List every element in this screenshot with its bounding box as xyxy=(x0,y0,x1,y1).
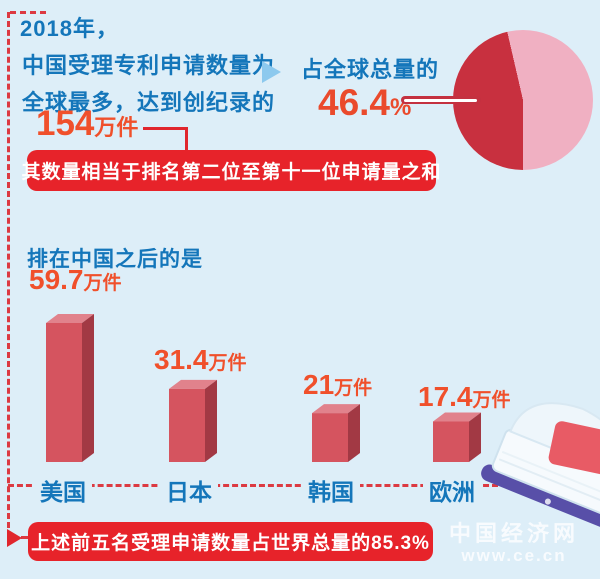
bar-欧洲 xyxy=(433,412,481,422)
intro-line-2: 中国受理专利申请数量为 xyxy=(22,53,276,78)
dashed-guide-top xyxy=(10,11,46,14)
bar-value-number: 59.7 xyxy=(29,264,84,295)
pointer-triangle-icon xyxy=(262,61,281,83)
bar-label-usa: 美国 xyxy=(34,473,92,507)
bar-韩国 xyxy=(312,404,360,414)
bar-日本 xyxy=(205,379,217,462)
bar-value-unit: 万件 xyxy=(334,378,373,399)
bar-韩国 xyxy=(312,413,348,462)
pie-callout-core xyxy=(404,98,477,102)
bar-label-europe: 欧洲 xyxy=(423,473,481,507)
bottom-banner: 上述前五名受理申请数量占世界总量的85.3% xyxy=(28,522,433,561)
pie-callout-line xyxy=(401,96,481,104)
bar-value-unit: 万件 xyxy=(83,273,122,294)
headline-unit: 万件 xyxy=(94,115,139,140)
bar-label-korea: 韩国 xyxy=(302,473,360,507)
section2-heading: 排在中国之后的是 xyxy=(27,248,203,271)
top-banner: 其数量相当于排名第二位至第十一位申请量之和 xyxy=(22,150,441,191)
arrow-right-icon xyxy=(7,529,22,547)
dashed-guide-arrow xyxy=(21,536,31,539)
headline-number: 154 xyxy=(36,104,95,143)
bar-value-unit: 万件 xyxy=(472,390,511,411)
bar-value-usa: 59.7万件 xyxy=(29,264,122,296)
intro-line-3: 全球最多，达到创纪录的 xyxy=(22,90,276,115)
bar-value-japan: 31.4万件 xyxy=(154,344,247,376)
bar-value-number: 21 xyxy=(303,369,335,400)
books-illustration-icon xyxy=(481,402,600,532)
intro-line-1: 2018年， xyxy=(20,16,119,41)
watermark-name: 中国经济网 xyxy=(448,521,579,546)
bar-韩国 xyxy=(348,404,360,462)
dashed-guide-left xyxy=(7,12,10,528)
site-watermark: 中国经济网 www.ce.cn xyxy=(440,521,588,566)
dashed-baseline xyxy=(8,484,498,487)
bar-日本 xyxy=(169,379,217,389)
share-number: 46.4 xyxy=(318,82,391,123)
headline-value: 154万件 xyxy=(36,104,138,144)
bar-value-number: 31.4 xyxy=(154,344,209,375)
bar-欧洲 xyxy=(433,421,469,462)
share-label: 占全球总量的 xyxy=(301,57,440,82)
connector-vertical xyxy=(185,127,188,155)
share-value: 46.4% xyxy=(318,82,411,124)
bar-美国 xyxy=(82,314,94,462)
bar-美国 xyxy=(46,323,82,462)
bar-value-number: 17.4 xyxy=(418,381,473,412)
watermark-url: www.ce.cn xyxy=(461,546,567,566)
bar-日本 xyxy=(169,388,205,462)
bar-label-japan: 日本 xyxy=(160,473,218,507)
bar-value-europe: 17.4万件 xyxy=(418,381,511,413)
bar-value-korea: 21万件 xyxy=(303,369,372,401)
bar-美国 xyxy=(46,314,94,323)
bar-value-unit: 万件 xyxy=(208,353,247,374)
connector-horizontal xyxy=(143,127,188,130)
